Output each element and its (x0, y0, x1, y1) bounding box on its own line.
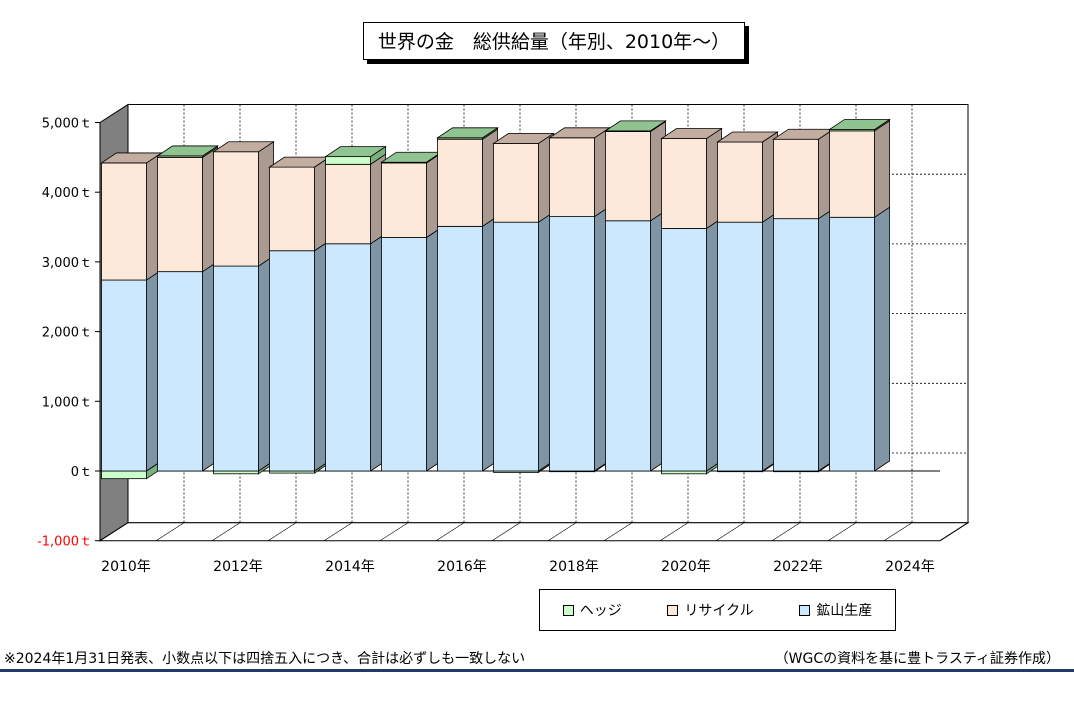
legend-swatch-hedge (562, 604, 574, 616)
bar-top-リサイクル-2 (212, 141, 275, 153)
floor-line-1 (155, 522, 185, 541)
floor-line-5 (379, 522, 409, 541)
chart-title: 世界の金 総供給量（年別、2010年～） (363, 22, 745, 60)
floor-line-4 (323, 522, 353, 541)
bar-top-ヘッジ-1 (156, 145, 219, 157)
bar-鉱山生産-2 (213, 265, 259, 472)
legend-item-mine: 鉱山生産 (799, 600, 872, 620)
x-tick-label-8: 2018年 (549, 559, 599, 575)
bar-鉱山生産-11 (717, 221, 763, 472)
bar-ヘッジ-4 (325, 156, 371, 165)
bar-リサイクル-4 (325, 163, 371, 245)
x-tick-label-12: 2022年 (773, 559, 823, 575)
y-tick-label-0: -1,000ｔ (37, 535, 92, 550)
bar-鉱山生産-13 (829, 216, 875, 472)
x-tick-label-2: 2012年 (213, 559, 263, 575)
bar-リサイクル-6 (437, 138, 483, 227)
bottom-divider (0, 669, 1074, 672)
bar-リサイクル-5 (381, 162, 427, 238)
y-tick-label-3: 2,000ｔ (42, 326, 92, 341)
floor-line-11 (715, 522, 745, 541)
bar-鉱山生産-6 (437, 225, 483, 472)
bar-リサイクル-7 (493, 143, 539, 223)
floor-line-10 (659, 522, 689, 541)
floor-line-6 (435, 522, 465, 541)
floor-line-3 (267, 522, 297, 541)
bar-鉱山生産-3 (269, 250, 315, 472)
legend: ヘッジ リサイクル 鉱山生産 (539, 589, 896, 631)
bar-鉱山生産-7 (493, 221, 539, 472)
plot-floor (98, 522, 970, 542)
x-tick-label-0: 2010年 (101, 559, 151, 575)
bar-ヘッジ-10 (661, 470, 707, 475)
bar-鉱山生産-1 (157, 271, 203, 472)
x-tick-label-4: 2014年 (325, 559, 375, 575)
legend-swatch-recycle (667, 604, 679, 616)
bar-top-ヘッジ-4 (324, 146, 387, 158)
x-tick-label-10: 2020年 (661, 559, 711, 575)
y-tick-label-6: 5,000ｔ (42, 117, 92, 132)
bar-side-リサイクル-13 (874, 120, 890, 219)
bar-リサイクル-0 (101, 162, 147, 281)
floor-line-14 (883, 522, 913, 541)
floor-line-2 (211, 522, 241, 541)
floor-line-13 (827, 522, 857, 541)
bar-side-鉱山生産-13 (874, 206, 890, 472)
bar-top-ヘッジ-13 (828, 119, 891, 130)
source-note: （WGCの資料を基に豊トラスティ証券作成） (774, 651, 1060, 667)
floor-line-8 (547, 522, 577, 541)
bar-鉱山生産-4 (325, 243, 371, 472)
x-tick-label-6: 2016年 (437, 559, 487, 575)
bar-top-ヘッジ-6 (436, 127, 499, 139)
bar-リサイクル-1 (157, 156, 203, 273)
bar-リサイクル-13 (829, 130, 875, 218)
bar-top-リサイクル-7 (492, 133, 555, 144)
legend-item-recycle: リサイクル (667, 600, 754, 620)
bar-鉱山生産-10 (661, 228, 707, 472)
legend-label-hedge: ヘッジ (579, 603, 622, 619)
floor-line-9 (603, 522, 633, 541)
bar-リサイクル-12 (773, 138, 819, 220)
bar-top-ヘッジ-9 (604, 120, 667, 132)
floor-line-15 (939, 522, 969, 541)
floor-line-12 (771, 522, 801, 541)
bar-リサイクル-11 (717, 141, 763, 223)
bar-リサイクル-2 (213, 151, 259, 267)
bar-top-リサイクル-11 (716, 131, 779, 143)
floor-line-0 (99, 522, 129, 541)
legend-swatch-mine (799, 604, 811, 616)
bar-鉱山生産-9 (605, 220, 651, 472)
bar-鉱山生産-0 (101, 279, 147, 472)
footnote: ※2024年1月31日発表、小数点以下は四捨五入につき、合計は必ずしも一致しない (4, 651, 526, 667)
y-tick-label-5: 4,000ｔ (42, 186, 92, 201)
bar-ヘッジ-2 (213, 470, 259, 475)
y-tick-label-4: 3,000ｔ (42, 256, 92, 271)
bar-リサイクル-10 (661, 138, 707, 229)
bar-鉱山生産-8 (549, 216, 595, 472)
bar-鉱山生産-12 (773, 218, 819, 472)
bar-リサイクル-3 (269, 166, 315, 252)
y-tick-label-1: 0ｔ (71, 465, 92, 480)
legend-label-mine: 鉱山生産 (816, 603, 873, 619)
bar-リサイクル-9 (605, 131, 651, 222)
floor-line-7 (491, 522, 521, 541)
bar-ヘッジ-0 (101, 470, 147, 480)
bar-鉱山生産-5 (381, 237, 427, 472)
legend-item-hedge: ヘッジ (562, 600, 622, 620)
legend-label-recycle: リサイクル (684, 603, 754, 619)
y-tick-label-2: 1,000ｔ (42, 395, 92, 410)
x-tick-label-14: 2024年 (885, 559, 935, 575)
bar-リサイクル-8 (549, 137, 595, 217)
bar-top-リサイクル-10 (660, 128, 723, 139)
